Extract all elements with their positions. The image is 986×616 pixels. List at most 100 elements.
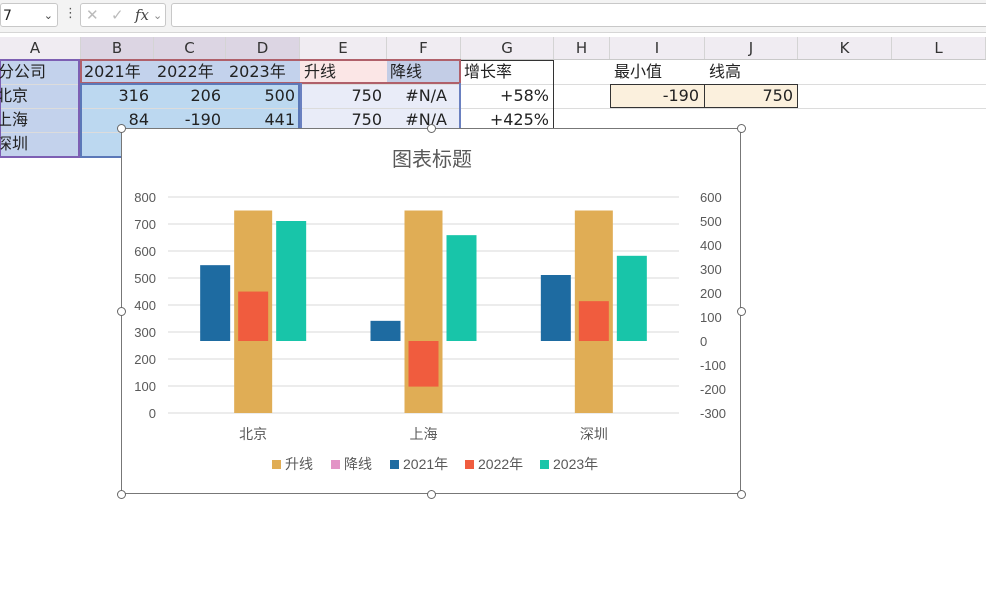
cell-value[interactable]: -190 bbox=[184, 110, 221, 129]
legend-swatch bbox=[272, 460, 281, 469]
chevron-down-icon[interactable]: ⌄ bbox=[153, 9, 163, 22]
legend-label: 2022年 bbox=[478, 456, 523, 472]
y2-tick-label: 100 bbox=[700, 310, 722, 325]
y-tick-label: 700 bbox=[134, 217, 156, 232]
name-box[interactable]: 7 ⌄ bbox=[0, 3, 58, 27]
resize-handle[interactable] bbox=[427, 490, 436, 499]
cell-min-value[interactable]: -190 bbox=[662, 86, 699, 105]
resize-handle[interactable] bbox=[427, 124, 436, 133]
y2-tick-label: 600 bbox=[700, 190, 722, 205]
x-tick-label: 上海 bbox=[410, 426, 438, 442]
resize-handle[interactable] bbox=[117, 490, 126, 499]
cell-value[interactable]: 750 bbox=[351, 86, 382, 105]
column-header-k[interactable]: K bbox=[798, 37, 892, 59]
function-icon[interactable]: fx bbox=[135, 6, 150, 24]
column-headers: A B C D E F G H I J K L bbox=[0, 37, 986, 60]
column-header-g[interactable]: G bbox=[461, 37, 554, 59]
chart-title: 图表标题 bbox=[392, 148, 472, 171]
cell-value[interactable]: 84 bbox=[128, 110, 149, 129]
range-highlight-f bbox=[387, 60, 461, 84]
resize-handle[interactable] bbox=[737, 307, 746, 316]
y2-tick-label: -300 bbox=[700, 406, 726, 421]
cell-value[interactable]: 750 bbox=[351, 110, 382, 129]
cell-value[interactable]: #N/A bbox=[405, 86, 447, 105]
chart-svg: 图表标题 0 100 200 300 400 500 600 700 800 -300 -200 -10… bbox=[134, 148, 726, 472]
cell-header-2021[interactable]: 2021年 bbox=[84, 62, 141, 81]
cell-header-2023[interactable]: 2023年 bbox=[229, 62, 286, 81]
legend-swatch bbox=[540, 460, 549, 469]
resize-handle[interactable] bbox=[117, 124, 126, 133]
cell-value[interactable]: #N/A bbox=[405, 110, 447, 129]
cell-branch[interactable]: 北京 bbox=[0, 86, 29, 105]
legend-label: 2021年 bbox=[403, 456, 448, 472]
formula-bar: 7 ⌄ ⋮ ✕ ✓ fx ⌄ bbox=[0, 0, 986, 33]
cell-header-up[interactable]: 升线 bbox=[304, 62, 337, 81]
cell-min-label[interactable]: 最小值 bbox=[614, 62, 663, 81]
column-header-e[interactable]: E bbox=[300, 37, 387, 59]
column-header-j[interactable]: J bbox=[705, 37, 798, 59]
cell-line-label[interactable]: 线高 bbox=[709, 62, 742, 81]
cell-value[interactable]: 441 bbox=[264, 110, 295, 129]
chevron-down-icon[interactable]: ⌄ bbox=[43, 9, 53, 22]
y2-tick-label: -200 bbox=[700, 382, 726, 397]
column-header-i[interactable]: I bbox=[610, 37, 705, 59]
column-header-h[interactable]: H bbox=[554, 37, 610, 59]
range-border-a bbox=[0, 59, 80, 158]
range-highlight-bcd-header bbox=[81, 60, 300, 84]
cell-value[interactable]: +425% bbox=[489, 110, 549, 129]
cell-header-branch[interactable]: 分公司 bbox=[0, 62, 47, 81]
legend-label: 2023年 bbox=[553, 456, 598, 472]
y-tick-label: 400 bbox=[134, 298, 156, 313]
resize-handle[interactable] bbox=[737, 490, 746, 499]
y2-tick-label: 300 bbox=[700, 262, 722, 277]
bar-2021年 bbox=[370, 320, 401, 341]
legend-label: 升线 bbox=[285, 456, 313, 472]
column-header-c[interactable]: C bbox=[154, 37, 226, 59]
y-tick-label: 500 bbox=[134, 271, 156, 286]
cell-value[interactable]: +58% bbox=[500, 86, 549, 105]
column-header-d[interactable]: D bbox=[226, 37, 300, 59]
cancel-icon[interactable]: ✕ bbox=[86, 6, 99, 24]
legend-swatch bbox=[390, 460, 399, 469]
bar-2023年 bbox=[446, 235, 477, 341]
x-tick-label: 北京 bbox=[239, 426, 267, 442]
resize-handle[interactable] bbox=[117, 307, 126, 316]
cell-line-value[interactable]: 750 bbox=[762, 86, 793, 105]
bar-2021年 bbox=[540, 275, 571, 341]
y2-tick-label: 400 bbox=[700, 238, 722, 253]
y-tick-label: 800 bbox=[134, 190, 156, 205]
cell-header-2022[interactable]: 2022年 bbox=[157, 62, 214, 81]
cell-value[interactable]: 500 bbox=[264, 86, 295, 105]
cell-branch[interactable]: 上海 bbox=[0, 110, 29, 129]
bar-2022年 bbox=[238, 291, 269, 341]
y2-tick-label: 500 bbox=[700, 214, 722, 229]
chart-area[interactable]: 图表标题 0 100 200 300 400 500 600 700 800 -300 -200 -10… bbox=[121, 128, 741, 494]
y-tick-label: 200 bbox=[134, 352, 156, 367]
x-tick-label: 深圳 bbox=[580, 426, 608, 442]
formula-input[interactable] bbox=[171, 3, 986, 27]
legend-swatch bbox=[465, 460, 474, 469]
bar-2023年 bbox=[276, 221, 307, 341]
y2-tick-label: -100 bbox=[700, 358, 726, 373]
cell-value[interactable]: 206 bbox=[190, 86, 221, 105]
y-tick-label: 100 bbox=[134, 379, 156, 394]
range-highlight-e bbox=[300, 60, 387, 84]
column-header-l[interactable]: L bbox=[892, 37, 986, 59]
range-highlight-a bbox=[0, 60, 81, 158]
enter-icon[interactable]: ✓ bbox=[111, 6, 124, 24]
bar-2021年 bbox=[200, 265, 231, 341]
formula-controls: ✕ ✓ fx ⌄ bbox=[80, 3, 166, 27]
more-options-icon[interactable]: ⋮ bbox=[64, 6, 77, 21]
column-header-f[interactable]: F bbox=[387, 37, 461, 59]
cell-branch[interactable]: 深圳 bbox=[0, 134, 29, 153]
y2-tick-label: 0 bbox=[700, 334, 707, 349]
resize-handle[interactable] bbox=[737, 124, 746, 133]
cell-header-down[interactable]: 降线 bbox=[390, 62, 423, 81]
column-header-b[interactable]: B bbox=[81, 37, 154, 59]
column-header-a[interactable]: A bbox=[0, 37, 81, 59]
bar-2022年 bbox=[408, 341, 439, 387]
y2-tick-label: 200 bbox=[700, 286, 722, 301]
bar-2022年 bbox=[578, 301, 609, 341]
cell-value[interactable]: 316 bbox=[118, 86, 149, 105]
cell-header-growth[interactable]: 增长率 bbox=[464, 62, 513, 81]
